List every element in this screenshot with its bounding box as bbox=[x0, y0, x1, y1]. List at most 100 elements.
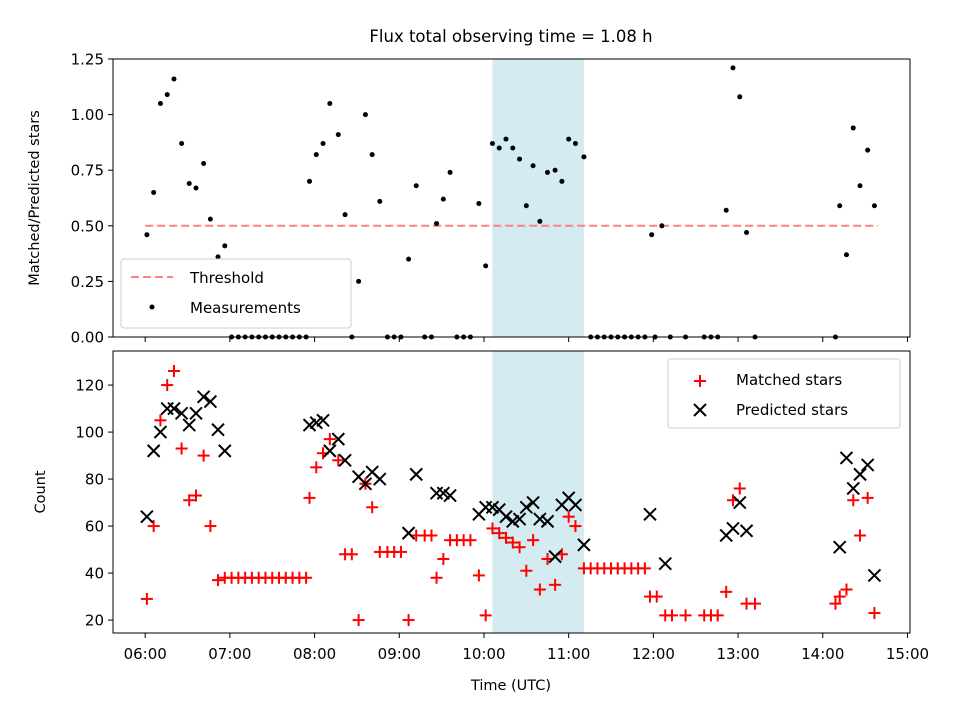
measurement-point bbox=[744, 229, 750, 235]
matched-star-point bbox=[638, 562, 651, 575]
measurement-point bbox=[306, 178, 312, 184]
matched-star-point bbox=[840, 583, 853, 596]
predicted-star-point bbox=[211, 423, 225, 437]
bottom-y-tick-label: 80 bbox=[85, 471, 104, 489]
predicted-star-point bbox=[519, 500, 534, 514]
matched-star-point bbox=[323, 433, 336, 446]
predicted-star-point bbox=[846, 481, 860, 496]
predicted-star-point bbox=[146, 444, 161, 458]
matched-star-point bbox=[352, 614, 365, 627]
bottom-x-tick-label: 15:00 bbox=[886, 645, 929, 663]
matched-star-point bbox=[303, 491, 316, 504]
measurement-point bbox=[850, 125, 856, 131]
measurement-point bbox=[530, 163, 536, 169]
matched-star-point bbox=[472, 569, 485, 582]
top-legend-box bbox=[120, 258, 352, 329]
measurement-point bbox=[179, 141, 185, 147]
measurement-point bbox=[559, 178, 565, 184]
predicted-star-point bbox=[860, 458, 875, 472]
bottom-x-tick-label: 13:00 bbox=[716, 645, 759, 663]
measurement-point bbox=[186, 181, 192, 187]
measurement-point bbox=[406, 256, 412, 262]
predicted-star-point bbox=[526, 495, 540, 510]
matched-star-point bbox=[394, 545, 407, 558]
bottom-y-tick-label: 60 bbox=[85, 518, 104, 536]
measurement-point bbox=[201, 161, 207, 167]
measurement-point bbox=[737, 94, 743, 100]
measurement-point bbox=[572, 141, 578, 147]
bottom-x-tick-label: 14:00 bbox=[801, 645, 844, 663]
matched-star-point bbox=[493, 527, 506, 540]
measurement-point bbox=[649, 232, 655, 238]
measurement-point bbox=[215, 254, 221, 260]
matched-star-point bbox=[520, 564, 533, 577]
measurement-point bbox=[503, 136, 509, 142]
legend-predicted-swatch bbox=[693, 403, 707, 417]
predicted-star-point bbox=[658, 556, 672, 571]
predicted-star-point bbox=[643, 507, 657, 522]
bottom-x-tick-label: 11:00 bbox=[547, 645, 590, 663]
matched-star-point bbox=[733, 482, 746, 495]
measurement-point bbox=[342, 212, 348, 218]
measurement-point bbox=[517, 156, 523, 162]
measurement-point bbox=[313, 152, 319, 158]
matched-star-point bbox=[161, 379, 174, 392]
matched-star-point bbox=[861, 491, 874, 504]
bottom-y-tick-label: 120 bbox=[75, 377, 104, 395]
measurement-point bbox=[510, 145, 516, 151]
bottom-x-tick-label: 07:00 bbox=[208, 645, 251, 663]
measurement-point bbox=[440, 196, 446, 202]
measurement-point bbox=[566, 136, 572, 142]
top-y-axis-label: Matched/Predicted stars bbox=[27, 110, 43, 286]
matched-star-point bbox=[300, 571, 313, 584]
measurement-point bbox=[335, 132, 341, 138]
matched-star-point bbox=[569, 520, 582, 533]
matched-star-point bbox=[506, 536, 519, 549]
predicted-star-point bbox=[373, 472, 387, 486]
measurement-point bbox=[362, 112, 368, 118]
predicted-star-point bbox=[140, 509, 154, 524]
predicted-star-point bbox=[153, 425, 168, 439]
predicted-star-point bbox=[512, 512, 527, 526]
measurement-point bbox=[222, 243, 228, 249]
measurement-point bbox=[320, 141, 326, 147]
legend-matched-swatch bbox=[694, 375, 706, 387]
predicted-star-point bbox=[568, 498, 583, 512]
measurement-point bbox=[496, 145, 502, 151]
matched-star-point bbox=[310, 461, 323, 474]
measurement-point bbox=[151, 189, 157, 195]
measurement-point bbox=[857, 183, 863, 189]
predicted-star-point bbox=[203, 394, 218, 409]
measurement-point bbox=[865, 147, 871, 153]
predicted-star-point bbox=[196, 390, 211, 404]
predicted-star-point bbox=[853, 467, 867, 482]
predicted-star-point bbox=[499, 509, 513, 524]
legend-threshold-label: Threshold bbox=[189, 269, 264, 287]
measurement-point bbox=[157, 100, 163, 106]
measurement-point bbox=[164, 92, 170, 98]
matched-star-point bbox=[479, 609, 492, 622]
predicted-star-point bbox=[443, 488, 457, 503]
measurement-point bbox=[730, 65, 736, 71]
legend-predicted-label: Predicted stars bbox=[736, 401, 848, 419]
bottom-x-axis: 06:00 07:00 08:00 09:00 10:00 11:00 12:00 13:00… bbox=[124, 633, 929, 663]
matched-star-point bbox=[183, 494, 196, 507]
bottom-y-tick-label: 20 bbox=[85, 612, 104, 630]
measurement-point bbox=[377, 198, 383, 204]
top-axes-frame bbox=[112, 58, 911, 338]
bottom-x-tick-label: 06:00 bbox=[124, 645, 167, 663]
predicted-star-point bbox=[401, 526, 416, 540]
matched-star-point bbox=[167, 364, 180, 377]
bottom-shaded-span bbox=[492, 351, 584, 633]
matched-star-point bbox=[513, 541, 526, 554]
bottom-legend: Matched stars Predicted stars bbox=[667, 358, 901, 429]
matched-star-point bbox=[204, 520, 217, 533]
matched-star-point bbox=[829, 597, 842, 610]
top-data-marks bbox=[144, 65, 877, 340]
predicted-star-point bbox=[832, 540, 847, 554]
matched-star-point bbox=[720, 585, 733, 598]
measurement-point bbox=[552, 167, 558, 173]
predicted-star-point bbox=[167, 401, 181, 416]
matched-star-point bbox=[154, 414, 167, 427]
matched-star-point bbox=[464, 534, 477, 547]
